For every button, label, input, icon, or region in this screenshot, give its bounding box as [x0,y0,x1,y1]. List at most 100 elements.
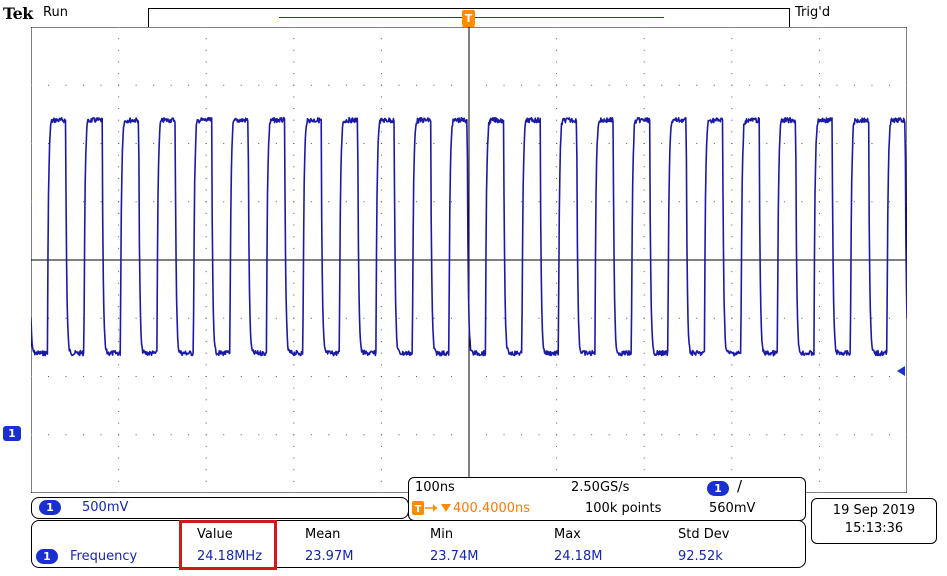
grid-dot [153,201,155,203]
grid-dot [205,422,207,424]
horizontal-trigger-readout[interactable]: 100ns 2.50GS/s 1 / T 400.4000ns 100k poi… [408,477,806,521]
grid-dot [240,317,242,319]
trigger-position-readout: T 400.4000ns [411,500,530,517]
grid-dot [328,434,330,436]
grid-dot [538,317,540,319]
grid-dot [818,457,820,459]
grid-dot [853,317,855,319]
grid-dot [293,480,295,482]
grid-dot [556,236,558,238]
grid-dot [205,306,207,308]
waveform-graticule[interactable] [31,27,907,493]
grid-dot [608,434,610,436]
grid-dot [521,84,523,86]
channel-1-ground-marker[interactable]: 1 [3,426,21,441]
grid-dot [556,224,558,226]
grid-dot [205,177,207,179]
grid-dot [118,480,120,482]
grid-dot [293,224,295,226]
grid-dot [678,143,680,144]
grid-dot [818,480,820,482]
grid-dot [65,84,67,86]
measurement-panel[interactable]: Value Mean Min Max Std Dev 1 Frequency 2… [31,520,806,570]
measurement-header-value: Value [197,527,233,542]
grid-dot [293,422,295,424]
datetime-readout[interactable]: 19 Sep 2019 15:13:36 [811,498,937,544]
trigger-delay-icon: T [412,501,451,515]
svg-text:T: T [415,504,422,515]
grid-dot [205,108,207,110]
grid-dot [65,376,67,377]
grid-dot [293,166,295,168]
grid-dot [521,201,523,203]
grid-dot [853,84,855,86]
grid-dot [556,154,558,156]
grid-dot [556,143,558,144]
grid-dot [293,294,295,296]
grid-dot [556,49,558,51]
grid-dot [153,434,155,436]
grid-dot [380,236,382,238]
grid-dot [153,317,155,319]
grid-dot [643,399,645,401]
grid-dot [608,376,610,377]
grid-dot [731,457,733,459]
grid-dot [556,38,558,40]
grid-dot [748,376,750,377]
grid-dot [380,317,382,319]
grid-dot [643,38,645,40]
grid-dot [818,410,820,412]
grid-dot [100,143,102,144]
grid-dot [643,352,645,354]
grid-dot [731,96,733,98]
grid-dot [783,317,785,319]
grid-dot [643,189,645,191]
grid-dot [818,61,820,63]
grid-dot [591,143,593,144]
grid-dot [643,154,645,156]
grid-dot [556,422,558,424]
grid-dot [818,38,820,40]
grid-dot [380,166,382,168]
grid-dot [240,201,242,203]
grid-dot [310,201,312,203]
grid-dot [888,376,890,377]
grid-dot [836,317,838,319]
grid-dot [258,143,260,144]
grid-dot [801,201,803,203]
grid-dot [591,84,593,86]
trigger-level-arrow[interactable] [895,365,907,377]
channel-1-waveform [31,116,907,357]
grid-dot [153,376,155,377]
acquisition-state: Run [43,5,68,20]
grid-dot [118,154,120,156]
grid-dot [626,143,628,144]
grid-dot [836,376,838,377]
grid-dot [556,387,558,389]
grid-dot [135,84,137,86]
grid-dot [240,376,242,377]
grid-dot [643,247,645,249]
grid-dot [380,352,382,354]
grid-dot [223,434,225,436]
grid-dot [643,306,645,308]
grid-dot [836,201,838,203]
grid-dot [731,422,733,424]
grid-dot [48,84,50,86]
grid-dot [731,282,733,284]
grid-dot [380,27,382,28]
grid-dot [380,469,382,471]
grid-dot [888,317,890,319]
grid-dot [906,434,907,436]
grid-dot [188,434,190,436]
channel-scale-readout[interactable]: 1 500mV [31,497,409,519]
grid-dot [731,61,733,63]
grid-dot [783,201,785,203]
grid-dot [748,143,750,144]
grid-dot [240,143,242,144]
grid-dot [118,73,120,75]
grid-dot [205,61,207,63]
grid-dot [48,376,50,377]
grid-dot [328,376,330,377]
grid-dot [626,376,628,377]
